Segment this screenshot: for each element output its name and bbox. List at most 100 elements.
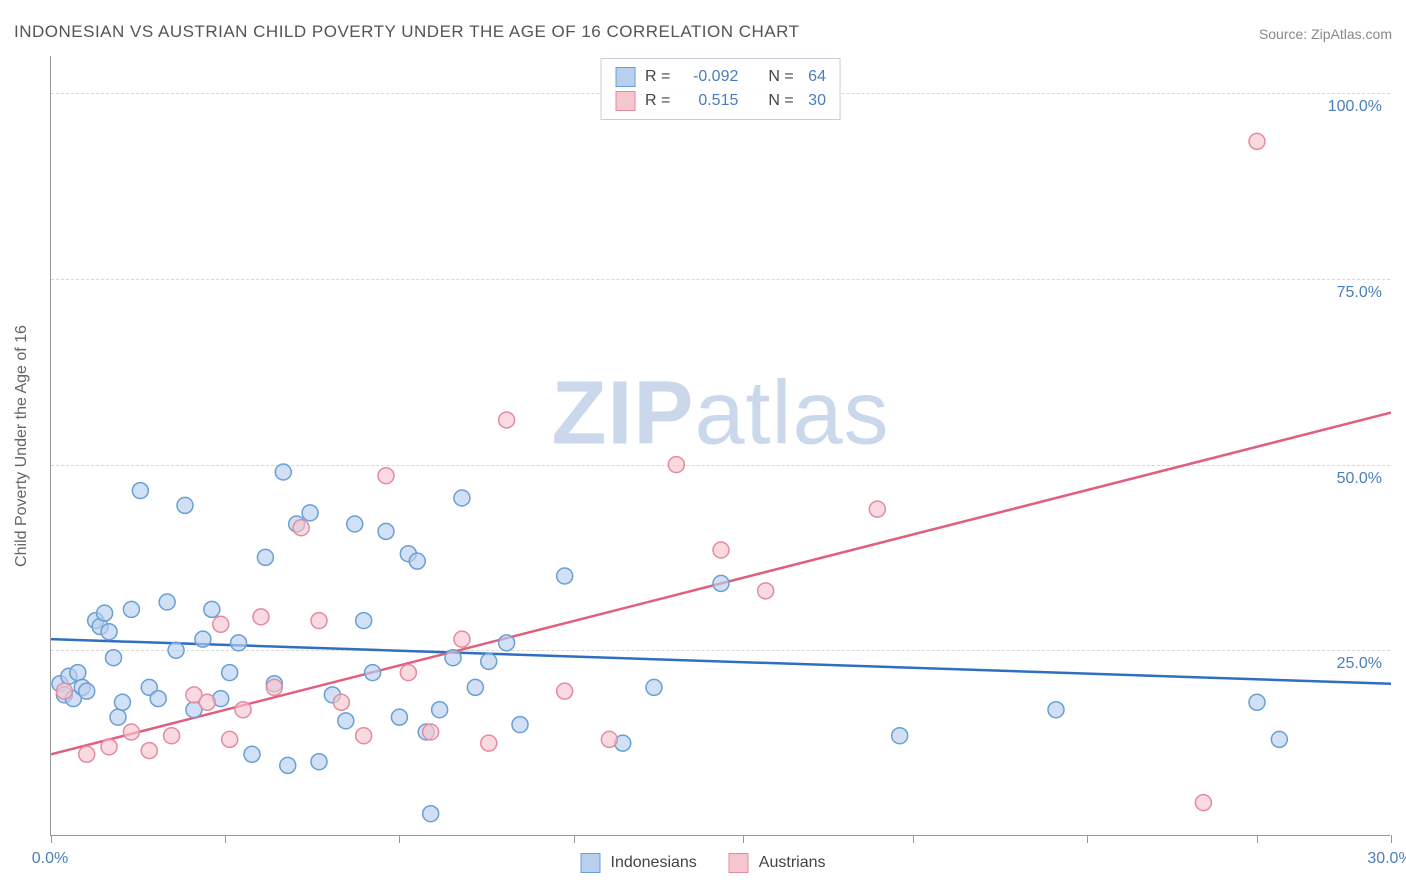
point-indonesians	[168, 642, 184, 658]
point-indonesians	[378, 523, 394, 539]
point-indonesians	[97, 605, 113, 621]
point-indonesians	[454, 490, 470, 506]
point-indonesians	[445, 650, 461, 666]
correlation-legend: R =-0.092N = 64R =0.515N = 30	[600, 58, 841, 120]
legend-n-label: N =	[768, 92, 793, 110]
point-austrians	[601, 731, 617, 747]
point-indonesians	[423, 806, 439, 822]
point-indonesians	[222, 665, 238, 681]
point-indonesians	[713, 575, 729, 591]
chart-title: INDONESIAN VS AUSTRIAN CHILD POVERTY UND…	[14, 22, 799, 42]
point-indonesians	[244, 746, 260, 762]
point-indonesians	[302, 505, 318, 521]
x-tick	[399, 835, 400, 843]
point-indonesians	[365, 665, 381, 681]
legend-swatch-austrians	[615, 91, 635, 111]
point-indonesians	[177, 497, 193, 513]
point-austrians	[713, 542, 729, 558]
point-austrians	[454, 631, 470, 647]
point-indonesians	[1249, 694, 1265, 710]
point-indonesians	[257, 549, 273, 565]
point-austrians	[869, 501, 885, 517]
x-tick	[1391, 835, 1392, 843]
point-indonesians	[356, 613, 372, 629]
point-indonesians	[110, 709, 126, 725]
point-indonesians	[481, 653, 497, 669]
point-indonesians	[159, 594, 175, 610]
x-tick-label: 30.0%	[1367, 850, 1406, 868]
point-austrians	[423, 724, 439, 740]
point-indonesians	[409, 553, 425, 569]
y-tick-label: 100.0%	[1328, 98, 1382, 116]
point-austrians	[213, 616, 229, 632]
point-indonesians	[280, 757, 296, 773]
legend-row: R = 0.515 N = 30	[615, 89, 826, 113]
y-tick-label: 75.0%	[1337, 284, 1382, 302]
point-austrians	[164, 728, 180, 744]
point-indonesians	[432, 702, 448, 718]
point-austrians	[668, 457, 684, 473]
legend-n-label: N =	[768, 68, 793, 86]
series-legend-label: Indonesians	[611, 854, 697, 872]
point-austrians	[1195, 795, 1211, 811]
x-tick	[1257, 835, 1258, 843]
point-austrians	[266, 679, 282, 695]
point-indonesians	[114, 694, 130, 710]
legend-n-value: 30	[804, 92, 826, 110]
point-indonesians	[499, 635, 515, 651]
point-indonesians	[467, 679, 483, 695]
point-indonesians	[892, 728, 908, 744]
plot-area: ZIPatlas R =-0.092N = 64R =0.515N = 30 2…	[50, 56, 1390, 836]
legend-r-label: R =	[645, 92, 670, 110]
scatter-svg	[51, 56, 1390, 835]
source-attribution: Source: ZipAtlas.com	[1259, 26, 1392, 42]
y-axis-label: Child Poverty Under the Age of 16	[13, 325, 31, 567]
point-indonesians	[646, 679, 662, 695]
point-austrians	[222, 731, 238, 747]
point-austrians	[356, 728, 372, 744]
point-indonesians	[79, 683, 95, 699]
point-indonesians	[101, 624, 117, 640]
point-austrians	[235, 702, 251, 718]
point-austrians	[311, 613, 327, 629]
legend-swatch-indonesians	[581, 853, 601, 873]
y-tick-label: 50.0%	[1337, 470, 1382, 488]
legend-swatch-indonesians	[615, 67, 635, 87]
point-austrians	[79, 746, 95, 762]
point-indonesians	[70, 665, 86, 681]
point-indonesians	[1048, 702, 1064, 718]
y-tick-label: 25.0%	[1337, 655, 1382, 673]
point-austrians	[141, 743, 157, 759]
point-austrians	[378, 468, 394, 484]
point-austrians	[123, 724, 139, 740]
point-austrians	[499, 412, 515, 428]
point-indonesians	[231, 635, 247, 651]
legend-row: R =-0.092N = 64	[615, 65, 826, 89]
point-austrians	[481, 735, 497, 751]
legend-r-label: R =	[645, 68, 670, 86]
point-indonesians	[512, 717, 528, 733]
point-indonesians	[338, 713, 354, 729]
point-indonesians	[106, 650, 122, 666]
point-austrians	[293, 520, 309, 536]
point-austrians	[56, 683, 72, 699]
point-indonesians	[123, 601, 139, 617]
point-austrians	[253, 609, 269, 625]
x-tick	[574, 835, 575, 843]
point-indonesians	[275, 464, 291, 480]
x-tick	[1087, 835, 1088, 843]
series-legend-item: Austrians	[729, 853, 826, 873]
point-indonesians	[347, 516, 363, 532]
trend-line-indonesians	[51, 639, 1391, 684]
x-tick	[51, 835, 52, 843]
point-indonesians	[557, 568, 573, 584]
x-tick	[913, 835, 914, 843]
x-tick	[743, 835, 744, 843]
point-austrians	[101, 739, 117, 755]
point-austrians	[199, 694, 215, 710]
legend-r-value: -0.092	[680, 68, 738, 86]
point-austrians	[333, 694, 349, 710]
legend-r-value: 0.515	[680, 92, 738, 110]
legend-swatch-austrians	[729, 853, 749, 873]
x-tick-label: 0.0%	[32, 850, 68, 868]
